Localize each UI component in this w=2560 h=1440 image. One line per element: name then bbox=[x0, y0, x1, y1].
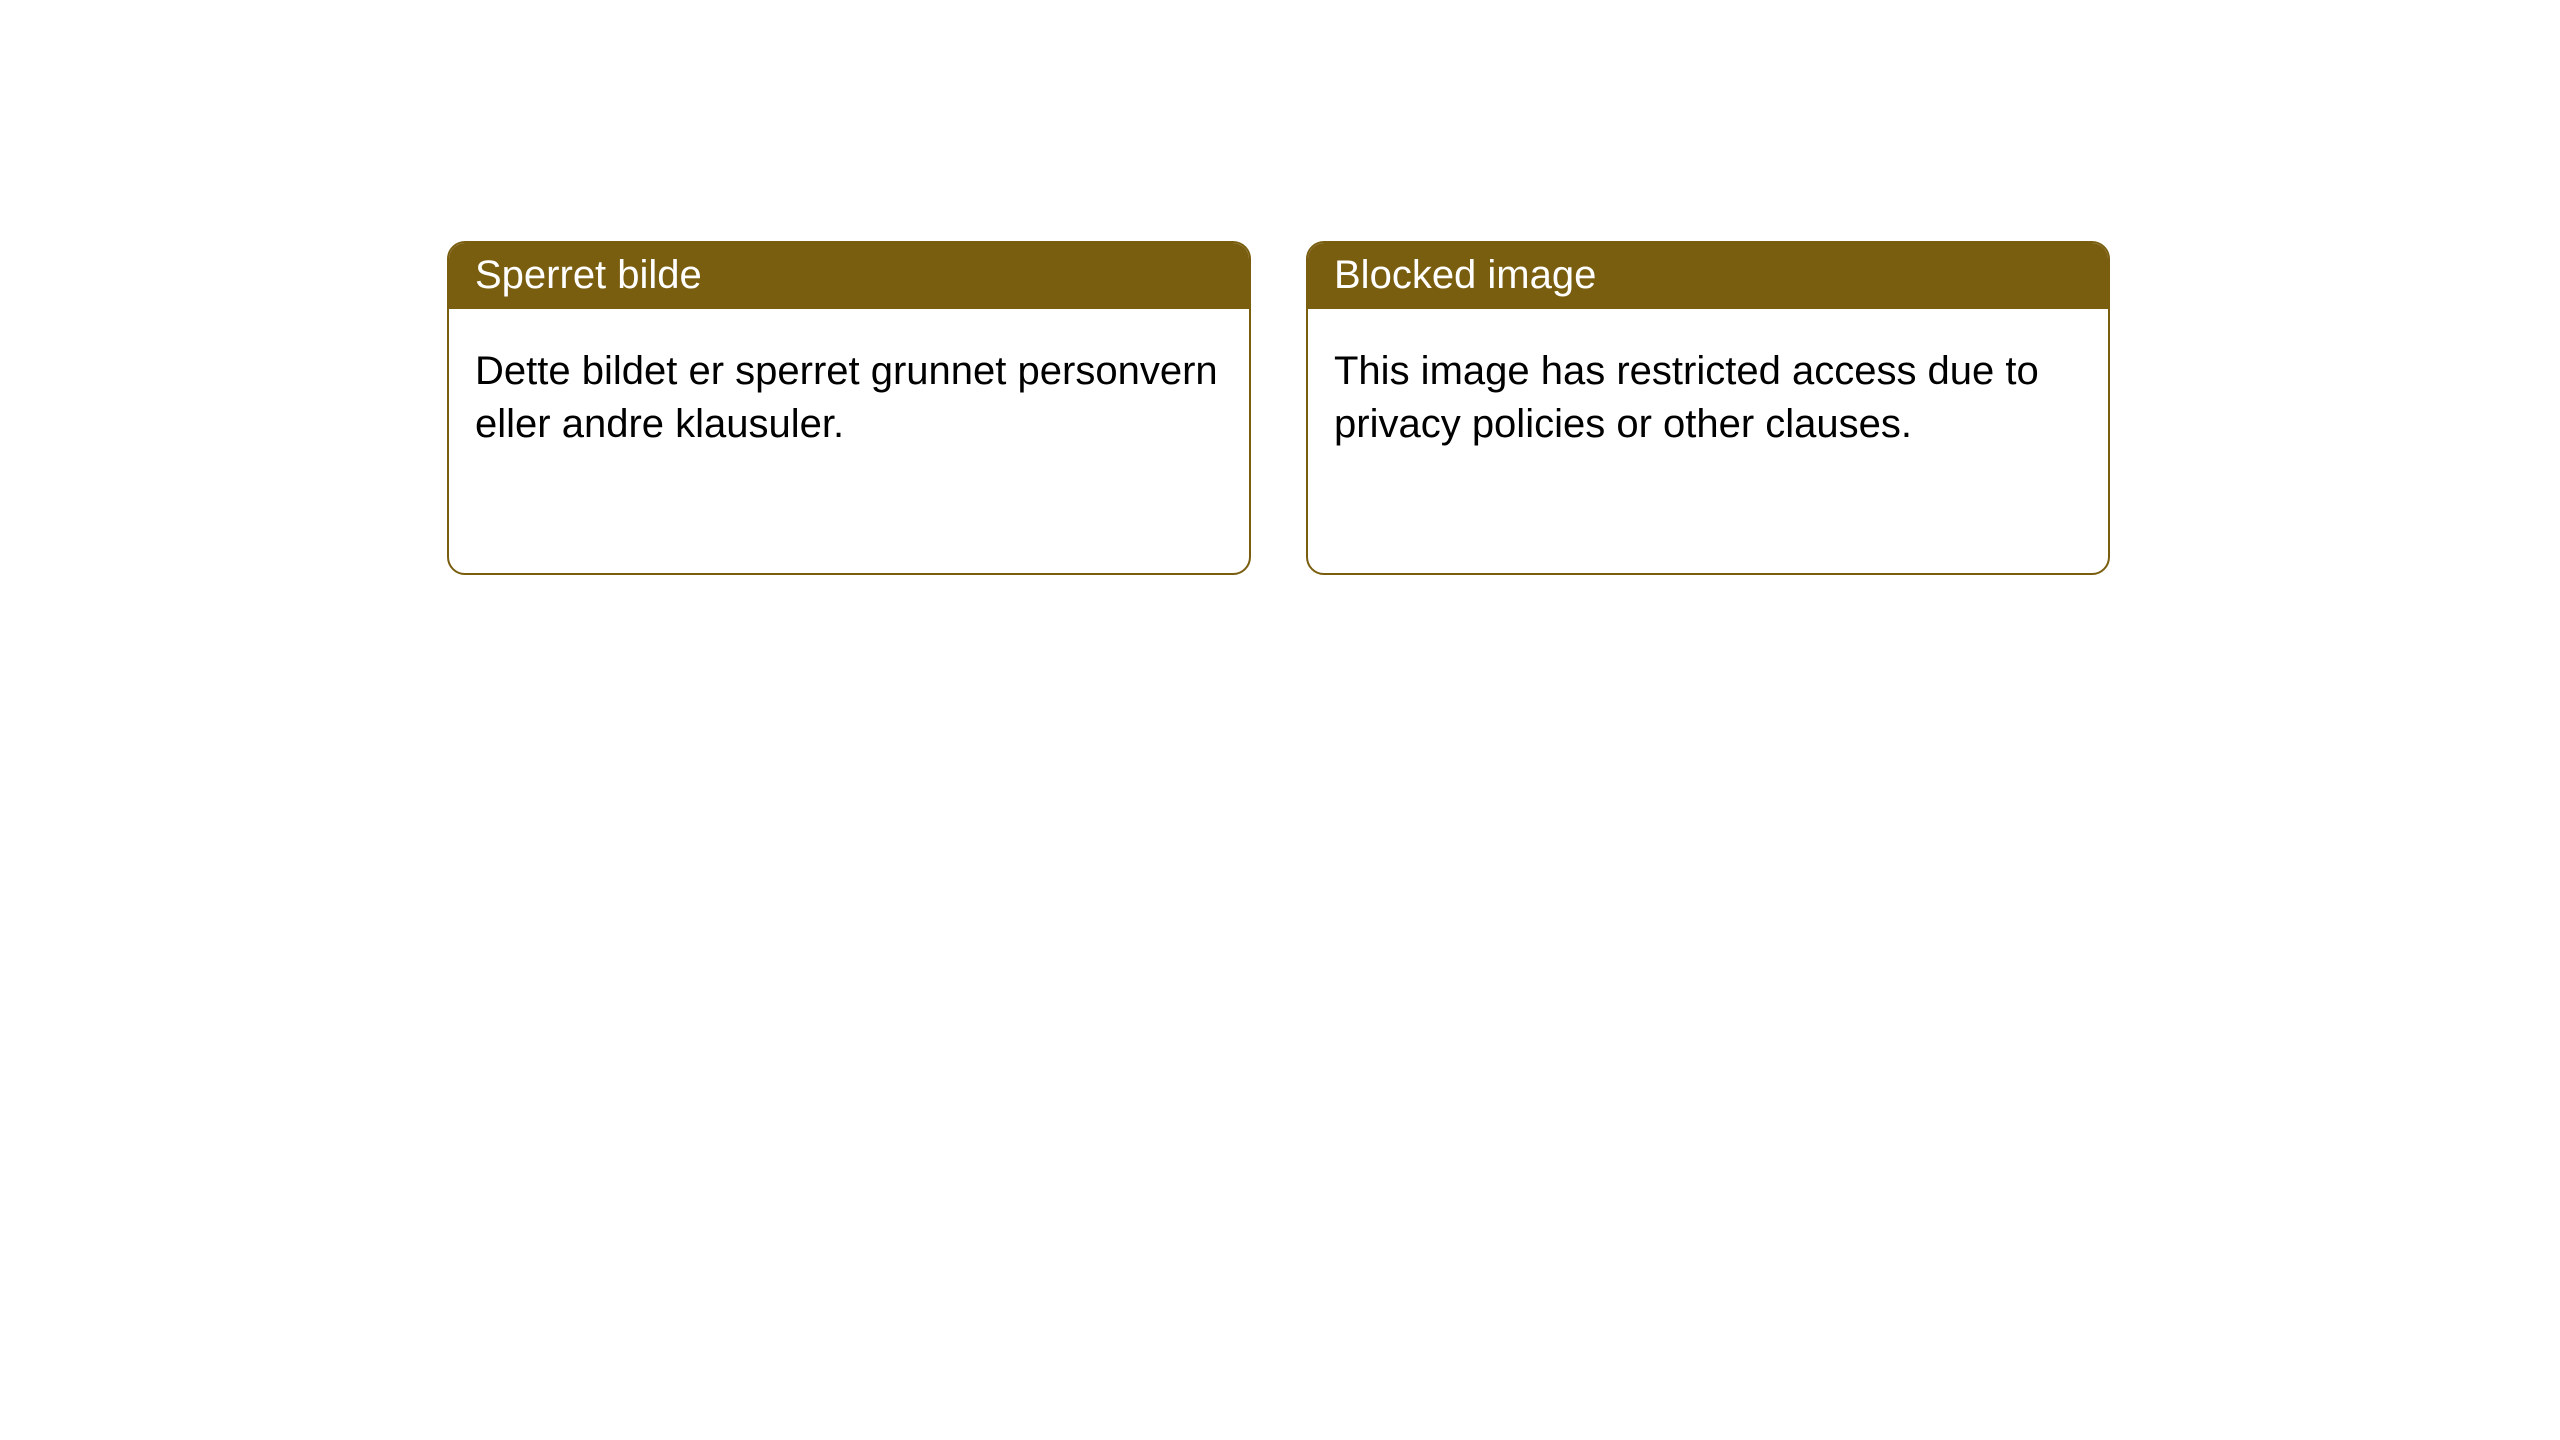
notice-body-english: This image has restricted access due to … bbox=[1308, 309, 2108, 477]
notice-header-norwegian: Sperret bilde bbox=[449, 243, 1249, 309]
notice-card-english: Blocked image This image has restricted … bbox=[1306, 241, 2110, 575]
notice-header-english: Blocked image bbox=[1308, 243, 2108, 309]
notice-body-norwegian: Dette bildet er sperret grunnet personve… bbox=[449, 309, 1249, 477]
notice-container: Sperret bilde Dette bildet er sperret gr… bbox=[0, 0, 2560, 575]
notice-card-norwegian: Sperret bilde Dette bildet er sperret gr… bbox=[447, 241, 1251, 575]
